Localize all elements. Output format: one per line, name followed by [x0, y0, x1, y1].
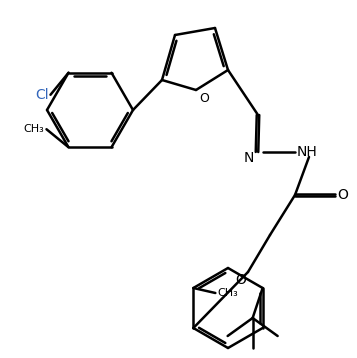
Text: N: N: [243, 151, 254, 165]
Text: Cl: Cl: [35, 88, 49, 102]
Text: CH₃: CH₃: [24, 124, 45, 134]
Text: O: O: [235, 273, 246, 287]
Text: NH: NH: [297, 145, 318, 159]
Text: CH₃: CH₃: [217, 288, 238, 298]
Text: O: O: [199, 92, 209, 105]
Text: O: O: [337, 188, 348, 202]
